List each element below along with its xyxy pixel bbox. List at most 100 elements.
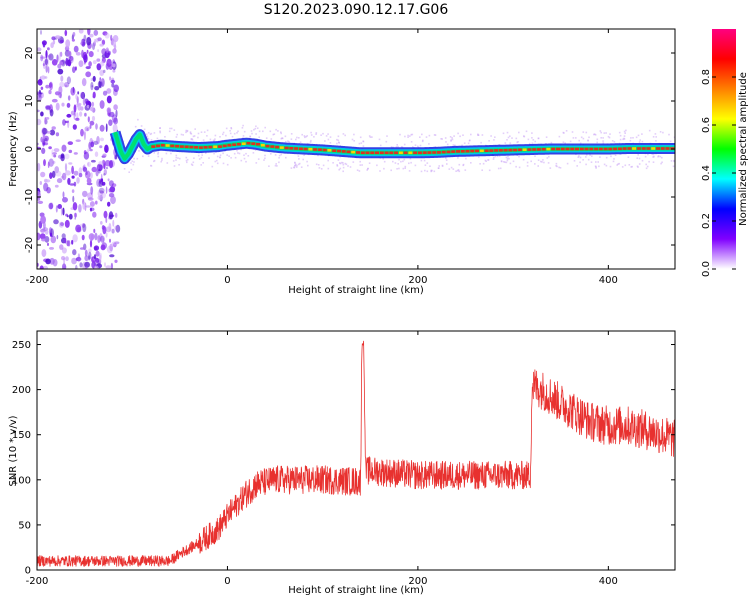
spectrum-speckle — [293, 166, 296, 169]
spectrum-peak-mark — [470, 149, 475, 153]
spectrum-speckle — [518, 155, 520, 158]
noise-blob — [112, 59, 116, 65]
spectrum-speckle — [648, 129, 651, 132]
noise-blob — [37, 196, 41, 201]
noise-blob — [80, 39, 83, 45]
spectrum-speckle — [654, 133, 657, 135]
spectrum-speckle — [550, 141, 553, 144]
noise-blob — [115, 224, 121, 233]
spectrum-speckle — [397, 145, 399, 148]
spectrum-speckle — [262, 130, 264, 133]
spectrum-speckle — [161, 159, 163, 162]
spectrum-speckle — [185, 159, 188, 162]
spectrum-peak-mark — [460, 150, 465, 153]
noise-blob — [100, 137, 104, 142]
noise-blob — [105, 265, 112, 269]
spectrum-speckle — [540, 160, 542, 163]
spectrum-speckle — [303, 154, 305, 156]
noise-blob — [72, 195, 75, 203]
noise-blob — [73, 104, 77, 113]
spectrum-speckle — [281, 137, 283, 139]
spectrum-peak-mark — [389, 151, 394, 155]
spectrum-speckle — [558, 135, 561, 138]
noise-blob — [40, 111, 44, 117]
spectrum-peak-mark — [246, 141, 251, 145]
noise-blob — [75, 256, 82, 262]
spectrum-speckle — [673, 159, 675, 162]
spectrum-speckle — [493, 139, 495, 141]
spectrum-speckle — [433, 170, 436, 173]
noise-blob — [60, 207, 63, 216]
spectrum-speckle — [509, 162, 512, 165]
noise-blob — [91, 101, 95, 107]
noise-blob — [95, 38, 99, 43]
spectrum-speckle — [444, 137, 447, 139]
spectrum-speckle — [445, 159, 448, 161]
spectrum-speckle — [297, 155, 300, 157]
spectrum-speckle — [412, 146, 414, 148]
spectrum-speckle — [403, 158, 406, 161]
spectrum-speckle — [134, 125, 137, 128]
spectrum-speckle — [488, 140, 490, 142]
spectrum-speckle — [173, 165, 176, 167]
spectrum-speckle — [337, 139, 340, 142]
noise-blob — [108, 180, 114, 187]
noise-blob — [61, 256, 66, 261]
spectrum-speckle — [382, 158, 385, 160]
spectrum-speckle — [336, 165, 339, 167]
spectrum-speckle — [278, 161, 280, 164]
noise-blob — [100, 60, 105, 67]
noise-blob — [95, 168, 99, 177]
spectrum-speckle — [322, 132, 324, 135]
spectrum-speckle — [531, 137, 533, 139]
spectrum-speckle — [408, 162, 410, 165]
spectrum-speckle — [219, 156, 221, 159]
spectrum-peak-mark — [498, 149, 503, 152]
spectrum-peak-mark — [360, 151, 365, 155]
noise-blob — [101, 39, 106, 46]
spectrum-peak-mark — [617, 147, 622, 151]
spectrum-peak-mark — [184, 145, 189, 149]
noise-blob — [72, 32, 76, 37]
spectrum-speckle — [298, 158, 300, 160]
noise-blob — [70, 110, 75, 116]
spectrum-speckle — [454, 144, 456, 147]
spectrum-speckle — [280, 153, 282, 156]
spectrum-speckle — [290, 133, 293, 135]
spectrum-speckle — [602, 140, 604, 142]
spectrum-speckle — [200, 156, 203, 159]
spectrum-speckle — [219, 154, 222, 156]
noise-blob — [54, 35, 61, 39]
spectrum-peak-mark — [317, 148, 322, 151]
noise-blob — [72, 124, 77, 130]
spectrum-speckle — [428, 134, 431, 137]
noise-blob — [42, 127, 48, 135]
spectrum-speckle — [230, 127, 232, 129]
spectrum-speckle — [555, 165, 557, 167]
spectrum-peak-mark — [213, 145, 218, 149]
spectrum-speckle — [362, 145, 365, 147]
spectrum-speckle — [362, 140, 364, 143]
spectrogram-y-tick-label: -20 — [24, 237, 35, 253]
spectrum-speckle — [398, 158, 400, 161]
spectrum-speckle — [204, 152, 207, 154]
spectrum-speckle — [336, 138, 338, 141]
noise-blob — [90, 141, 95, 148]
spectrum-speckle — [599, 130, 602, 132]
noise-blob — [97, 49, 99, 53]
noise-blob — [40, 54, 44, 62]
spectrum-speckle — [216, 162, 219, 165]
spectrum-speckle — [147, 132, 150, 134]
noise-blob — [93, 29, 99, 36]
spectrum-speckle — [515, 165, 517, 168]
spectrum-speckle — [310, 131, 312, 134]
spectrum-speckle — [213, 139, 216, 142]
spectrum-speckle — [264, 154, 266, 157]
noise-blob — [77, 253, 80, 260]
spectrum-peak-mark — [208, 145, 213, 149]
noise-blob — [71, 165, 74, 175]
spectrum-speckle — [661, 156, 663, 159]
spectrum-speckle — [290, 138, 293, 140]
spectrum-speckle — [275, 163, 277, 165]
spectrum-peak-mark — [351, 150, 356, 154]
